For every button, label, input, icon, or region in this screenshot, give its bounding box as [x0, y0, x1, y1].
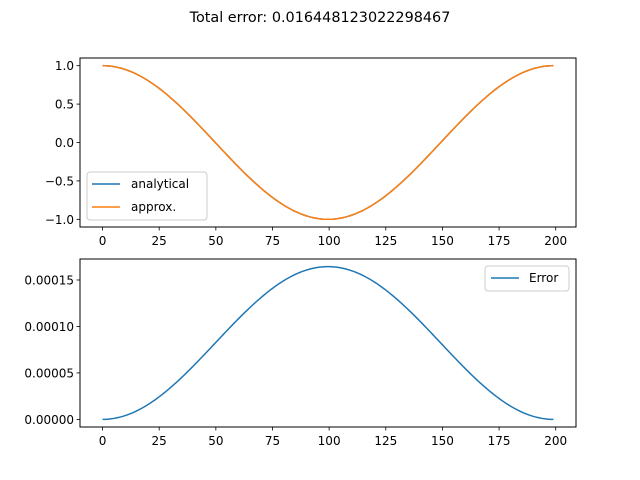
x-tick-label: 100 — [318, 434, 341, 448]
legend-analytical-label: analytical — [131, 177, 189, 191]
y-tick-label: −0.5 — [45, 174, 74, 188]
x-tick-label: 75 — [265, 434, 280, 448]
figure-title: Total error: 0.016448123022298467 — [189, 10, 451, 26]
x-tick-label: 150 — [431, 434, 454, 448]
bottom-legend-box — [484, 265, 570, 292]
x-tick-label: 50 — [208, 434, 223, 448]
bottom-x-ticks: 0 25 50 75 100 125 150 175 200 — [99, 427, 567, 448]
y-tick-label: 1.0 — [55, 59, 74, 73]
x-tick-label: 75 — [265, 234, 280, 248]
x-tick-label: 175 — [488, 434, 511, 448]
bottom-y-ticks: 0.00015 0.00010 0.00005 0.00000 — [24, 274, 80, 427]
y-tick-label: −1.0 — [45, 213, 74, 227]
x-tick-label: 100 — [318, 234, 341, 248]
x-tick-label: 200 — [544, 234, 567, 248]
y-tick-label: 0.00005 — [24, 366, 74, 380]
legend-error-label: Error — [529, 271, 558, 285]
y-tick-label: 0.00000 — [24, 413, 74, 427]
x-tick-label: 50 — [208, 234, 223, 248]
x-tick-label: 0 — [99, 434, 107, 448]
y-tick-label: 0.00010 — [24, 320, 74, 334]
y-tick-label: 0.0 — [55, 136, 74, 150]
series-line-error — [102, 265, 554, 421]
y-tick-label: 0.00015 — [24, 274, 74, 288]
legend-approx-label: approx. — [131, 200, 176, 214]
x-tick-label: 125 — [374, 434, 397, 448]
top-x-ticks: 0 25 50 75 100 125 150 175 200 — [99, 227, 567, 248]
x-tick-label: 25 — [152, 434, 167, 448]
x-tick-label: 150 — [431, 234, 454, 248]
top-y-ticks: 1.0 0.5 0.0 −0.5 −1.0 — [45, 59, 80, 227]
x-tick-label: 25 — [152, 234, 167, 248]
y-tick-label: 0.5 — [55, 98, 74, 112]
bottom-series-lines — [102, 265, 554, 421]
bottom-subplot: 0.00015 0.00010 0.00005 0.00000 0 25 50 75 100 1… — [24, 258, 577, 448]
bottom-legend: Error — [484, 265, 570, 292]
x-tick-label: 0 — [99, 234, 107, 248]
bottom-axes-frame — [79, 258, 577, 428]
top-series-lines — [102, 64, 554, 221]
top-subplot: 1.0 0.5 0.0 −0.5 −1.0 0 25 50 75 100 125 150 175 200… — [45, 57, 577, 248]
top-legend: analytical approx. — [86, 171, 208, 221]
x-tick-label: 175 — [488, 234, 511, 248]
series-line-approx — [102, 64, 554, 221]
x-tick-label: 200 — [544, 434, 567, 448]
x-tick-label: 125 — [374, 234, 397, 248]
